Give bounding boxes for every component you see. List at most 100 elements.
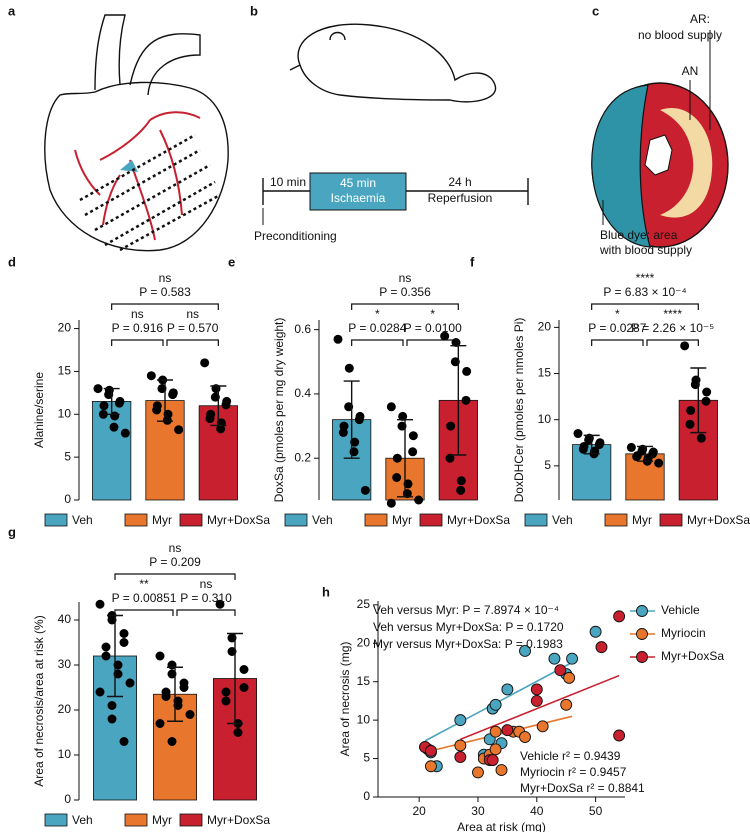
panel-label: d (8, 254, 16, 269)
x-tick-label: 30 (471, 804, 485, 818)
data-point (501, 683, 514, 696)
panel-label: h (322, 584, 330, 599)
data-point (155, 651, 165, 661)
data-point (227, 633, 237, 643)
data-point (95, 687, 105, 697)
legend-label: Myr+DoxSa (687, 513, 750, 527)
data-point (101, 651, 111, 661)
data-point (173, 701, 183, 710)
data-point (179, 683, 189, 692)
fit-line (460, 674, 620, 741)
timeline-label: 24 h (448, 175, 471, 189)
significance: ns (169, 541, 182, 555)
data-point (167, 737, 177, 746)
y-tick-label: 10 (58, 747, 72, 761)
y-tick-label: 0 (64, 492, 71, 506)
data-point (354, 415, 364, 425)
data-point (548, 652, 561, 665)
timeline-label: Preconditioning (254, 229, 337, 243)
data-point (690, 380, 700, 390)
data-point (107, 714, 117, 724)
section-label: no blood supply (638, 28, 722, 42)
data-point (344, 402, 354, 412)
data-point (461, 395, 471, 405)
data-point (654, 458, 664, 468)
data-point (120, 428, 130, 438)
data-point (403, 479, 413, 489)
data-point (440, 331, 450, 341)
data-point (454, 739, 467, 752)
data-point (519, 645, 531, 657)
y-tick-label: 20 (357, 635, 371, 649)
legend-marker (636, 605, 648, 617)
data-point (489, 743, 502, 756)
error-bar (397, 418, 413, 498)
error-bar (637, 445, 653, 462)
legend-swatch (419, 513, 443, 527)
panel-label: b (250, 3, 258, 18)
data-point (162, 415, 172, 425)
data-point (338, 428, 348, 437)
y-axis-label: DoxSa (pmoles per mg dry weight) (272, 318, 286, 503)
data-point (386, 402, 396, 412)
y-tick-label: 0 (64, 792, 71, 806)
y-tick-label: 0.6 (294, 322, 311, 336)
data-point (454, 751, 467, 763)
data-point (595, 641, 608, 654)
significance: ns (131, 307, 144, 321)
data-point (408, 431, 418, 441)
y-tick-label: 15 (357, 674, 371, 688)
data-point (613, 610, 626, 623)
timeline (262, 172, 529, 225)
legend-swatch (179, 813, 203, 827)
p-value: P = 6.83 × 10⁻⁴ (603, 285, 686, 299)
data-point (205, 414, 215, 424)
panel-label: f (470, 254, 475, 269)
data-point (216, 424, 226, 434)
data-point (613, 729, 626, 742)
data-point (424, 744, 437, 757)
data-point (536, 720, 549, 733)
data-point (456, 476, 466, 486)
data-point (101, 642, 111, 652)
data-point (696, 433, 706, 443)
significance: **** (636, 271, 655, 285)
section-label: with blood supply (599, 243, 692, 257)
legend-label: Myr+DoxSa (447, 513, 510, 527)
data-point (445, 453, 455, 463)
y-tick-label: 20 (58, 321, 72, 335)
data-point (104, 390, 114, 400)
legend-swatch (659, 513, 683, 527)
legend-marker (636, 651, 648, 663)
data-point (113, 660, 123, 670)
legend-label: Myr+DoxSa (207, 513, 270, 527)
legend-swatch (364, 513, 388, 527)
comparison-bracket (114, 573, 236, 580)
legend-label: Myr+DoxSa (207, 813, 270, 827)
legend-swatch (524, 513, 548, 527)
data-point (227, 647, 237, 656)
significance: ** (139, 577, 149, 591)
data-point (397, 421, 407, 431)
annotation: Myr versus Myr+DoxSa: P = 0.1983 (373, 637, 563, 651)
data-point (157, 384, 167, 394)
data-point (174, 425, 184, 435)
significance: ns (159, 271, 172, 285)
data-point (98, 409, 108, 419)
p-value: P = 0.0100 (404, 321, 462, 335)
legend-label: Myr (152, 813, 172, 827)
data-point (386, 498, 396, 508)
p-value: P = 0.209 (149, 555, 201, 569)
comparison-bracket (591, 303, 699, 310)
error-bar (157, 379, 173, 422)
comparison-bracket (111, 339, 164, 346)
significance: ns (399, 271, 412, 285)
p-value: P = 0.916 (112, 321, 164, 335)
data-point (109, 422, 119, 432)
data-point (680, 341, 690, 351)
legend-swatch (124, 513, 148, 527)
data-point (161, 692, 171, 701)
y-tick-label: 10 (538, 412, 552, 426)
fit-label: Vehicle r² = 0.9439 (520, 749, 621, 763)
